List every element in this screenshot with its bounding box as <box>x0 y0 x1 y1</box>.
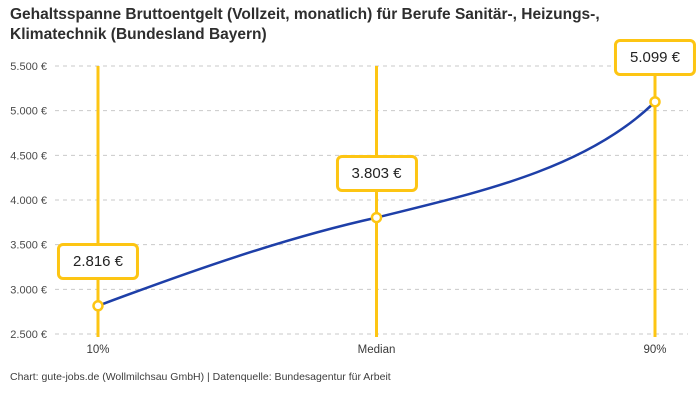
x-axis-tick-label: 10% <box>86 344 109 356</box>
value-callout-median: 3.803 € <box>335 154 418 192</box>
y-axis-tick-label: 4.500 € <box>10 150 47 162</box>
data-point-marker <box>370 211 383 224</box>
data-point-marker <box>92 300 104 312</box>
value-label-10-percent: 2.816 € <box>72 252 124 270</box>
y-axis-tick-label: 3.500 € <box>10 240 47 252</box>
chart-title: Gehaltsspanne Bruttoentgelt (Vollzeit, m… <box>10 6 600 44</box>
x-axis-tick-label: Median <box>358 344 396 356</box>
x-axis-tick-label: 90% <box>643 344 666 356</box>
chart-attribution: Chart: gute-jobs.de (Wollmilchsau GmbH) … <box>10 371 391 383</box>
y-axis-tick-label: 4.000 € <box>10 195 47 207</box>
y-axis-tick-label: 3.000 € <box>10 284 47 296</box>
y-axis-tick-label: 5.500 € <box>10 61 47 73</box>
value-callout-90-percent: 5.099 € <box>613 38 697 76</box>
data-point-marker <box>649 96 661 108</box>
value-label-90-percent: 5.099 € <box>629 48 681 66</box>
y-axis-tick-label: 2.500 € <box>10 329 47 341</box>
value-callout-10-percent: 2.816 € <box>56 242 140 280</box>
y-axis-tick-label: 5.000 € <box>10 106 47 118</box>
value-label-median: 3.803 € <box>351 164 402 182</box>
